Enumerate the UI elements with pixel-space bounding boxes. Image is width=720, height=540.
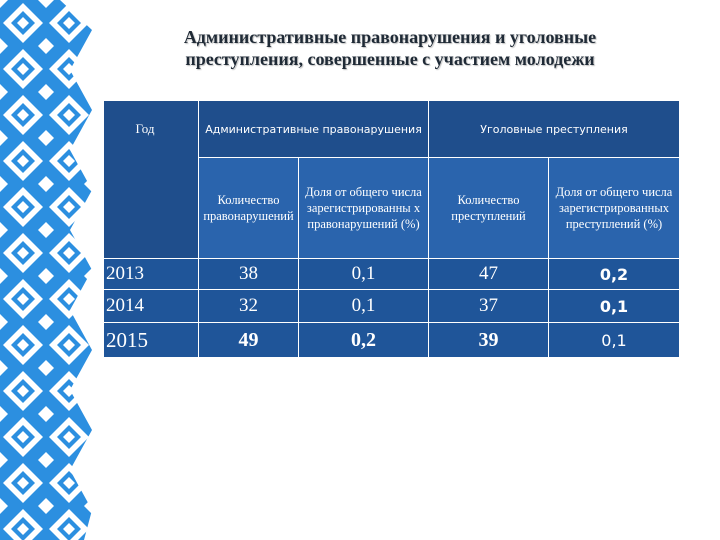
admin-share-cell: 0,2 [298,322,429,358]
year-cell: 2014 [103,289,199,323]
year-header-cell: Год [103,100,199,259]
table-row: 2013 38 0,1 47 0,2 [103,258,681,290]
table-subheader-row: Количество правонарушений Доля от общего… [104,157,681,259]
admin-group-header: Административные правонарушения [198,100,429,158]
table-header-row: Год Административные правонарушения Угол… [103,100,681,259]
criminal-count-cell: 47 [428,258,549,290]
page-title: Административные правонарушения и уголов… [183,27,597,69]
year-cell: 2013 [103,258,199,290]
criminal-group-header: Уголовные преступления [427,100,681,158]
criminal-share-cell: 0,2 [547,258,681,290]
admin-share-cell: 0,1 [298,258,429,290]
criminal-share-header: Доля от общего числа зарегистрированных … [547,157,681,259]
criminal-count-cell: 37 [428,289,549,323]
admin-count-cell: 32 [198,289,299,323]
admin-count-cell: 49 [198,322,299,358]
year-cell: 2015 [103,322,199,358]
criminal-count-header: Количество преступлений [428,157,549,259]
admin-count-header: Количество правонарушений [198,157,299,259]
admin-share-header: Доля от общего числа зарегистрированны х… [298,157,429,259]
admin-share-cell: 0,1 [298,289,429,323]
admin-count-cell: 38 [198,258,299,290]
table-row: 2014 32 0,1 37 0,1 [103,289,681,323]
ornament-border [0,0,92,540]
criminal-share-cell: 0,1 [547,289,681,323]
table-row: 2015 49 0,2 39 0,1 [103,322,681,358]
statistics-table: Год Административные правонарушения Угол… [103,100,681,358]
year-header: Год [135,121,155,136]
criminal-count-cell: 39 [428,322,549,358]
criminal-share-cell: 0,1 [547,322,681,358]
